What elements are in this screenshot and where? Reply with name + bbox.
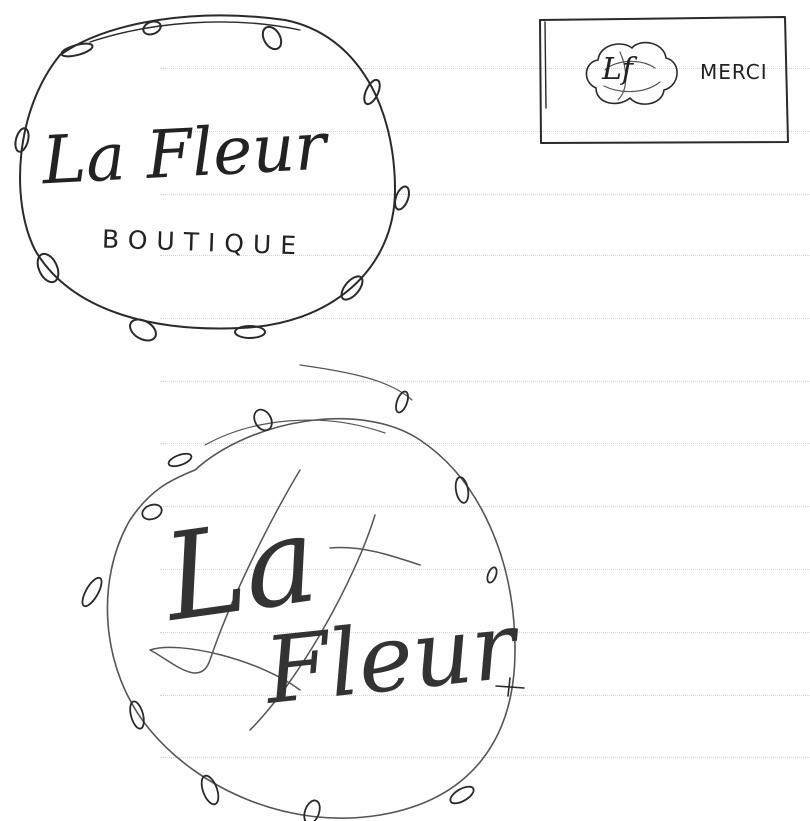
paper-rule: [160, 569, 810, 570]
paper-rule: [160, 68, 810, 69]
leaf-buds-2: [81, 390, 525, 821]
logo-script-la-fleur: La Fleur: [40, 107, 329, 200]
paper-rule: [160, 194, 810, 195]
paper-rule: [160, 757, 810, 758]
card-merci-text: MERCI: [700, 60, 768, 84]
paper-rule: [160, 695, 810, 696]
paper-rule: [160, 632, 810, 633]
paper-rule: [160, 381, 810, 382]
paper-rule: [160, 443, 810, 444]
wreath-circle-2: [106, 364, 516, 819]
card-monogram: Lf: [602, 52, 634, 87]
paper-rule: [160, 255, 810, 256]
paper-rule: [160, 318, 810, 319]
paper-rule: [160, 131, 810, 132]
wreath-circle-1: [19, 14, 396, 330]
card-outline: [539, 16, 789, 144]
leaf-buds-1: [14, 20, 410, 342]
monogram-flower: [585, 41, 678, 105]
script-flourishes: [149, 469, 421, 731]
paper-rule: [160, 506, 810, 507]
